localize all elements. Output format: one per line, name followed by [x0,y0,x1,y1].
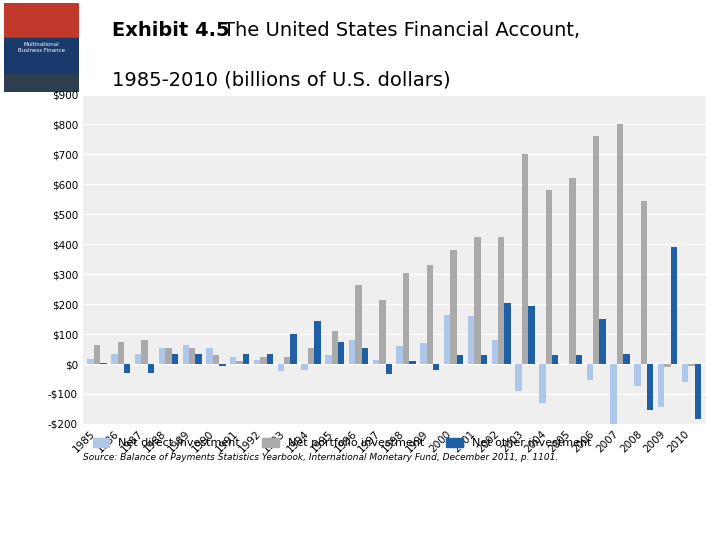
Bar [87,359,94,364]
Bar [468,316,474,364]
Legend: Net direct investment, Net portfolio investment, Net other investment: Net direct investment, Net portfolio inv… [89,433,596,453]
Bar [141,340,148,364]
Bar [397,346,403,364]
Bar [207,348,212,364]
Bar [641,201,647,364]
Bar [403,273,409,364]
Bar [278,364,284,372]
Bar [332,331,338,364]
Bar [349,340,356,364]
Bar [647,364,654,410]
Bar [409,361,415,364]
Bar [617,124,624,364]
Bar [135,354,141,364]
Bar [4,3,79,38]
Text: 4-23: 4-23 [14,513,42,526]
Bar [546,190,552,364]
Bar [338,341,344,364]
Bar [284,356,290,364]
Bar [361,348,368,364]
Text: © 2013 Pearson Education: © 2013 Pearson Education [158,515,308,525]
Bar [100,362,107,364]
Bar [427,265,433,364]
Bar [587,364,593,381]
Bar [682,364,688,382]
Bar [505,302,510,364]
Bar [688,364,695,366]
Bar [593,137,600,364]
Bar [189,348,195,364]
Bar [539,364,546,403]
Bar [230,356,236,364]
Bar [456,355,463,364]
Bar [4,74,79,92]
Bar [260,356,266,364]
Text: Multinational
Business Finance: Multinational Business Finance [18,42,65,52]
Bar [290,334,297,364]
Bar [171,354,178,364]
Bar [522,154,528,364]
Bar [307,348,314,364]
Bar [314,321,320,364]
Bar [266,354,273,364]
Bar [634,364,641,387]
Bar [124,364,130,373]
Bar [576,355,582,364]
Bar [158,348,165,364]
Bar [624,354,630,364]
Bar [528,306,534,364]
Bar [420,343,427,364]
Bar [552,355,558,364]
Bar [385,364,392,375]
Bar [611,364,617,430]
Bar [379,300,385,364]
Bar [4,38,79,74]
Bar [212,355,219,364]
Bar [433,364,439,370]
Text: PEARSON: PEARSON [596,511,706,529]
Bar [111,354,117,364]
Bar [665,364,671,367]
Bar [243,354,249,364]
Bar [658,364,665,407]
Bar [165,348,171,364]
Bar [219,364,225,366]
Bar [671,247,678,364]
Bar [570,178,576,364]
Text: Source: Balance of Payments Statistics Yearbook, International Monetary Fund, De: Source: Balance of Payments Statistics Y… [83,453,558,462]
Bar [498,237,505,364]
Bar [600,319,606,364]
Bar [148,364,154,373]
Bar [254,360,260,364]
Bar [302,364,307,370]
Bar [373,360,379,364]
Bar [695,364,701,420]
Bar [195,354,202,364]
Text: The United States Financial Account,: The United States Financial Account, [223,21,580,40]
Text: Exhibit 4.5: Exhibit 4.5 [112,21,229,40]
Bar [182,345,189,364]
Bar [481,355,487,364]
Bar [516,364,522,391]
Bar [117,341,124,364]
Bar [474,237,481,364]
Bar [492,340,498,364]
Bar [356,285,361,364]
Bar [451,250,456,364]
Bar [236,361,243,364]
Bar [94,345,100,364]
Bar [444,315,451,364]
Bar [325,355,332,364]
Text: 1985-2010 (billions of U.S. dollars): 1985-2010 (billions of U.S. dollars) [112,71,450,90]
